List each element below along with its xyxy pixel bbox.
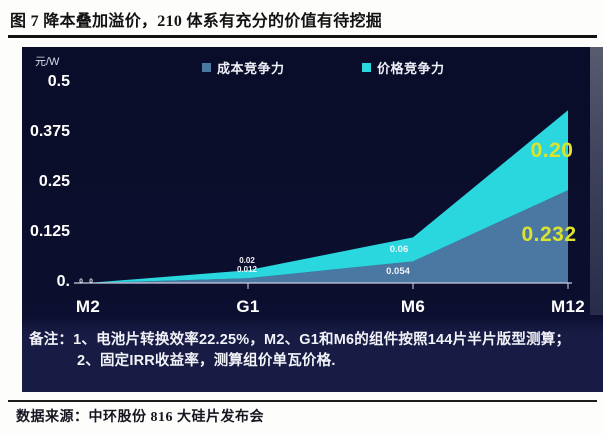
y-tick-label: 0.5: [47, 73, 70, 90]
notes-line-1: 备注：1、电池片转换效率22.25%，M2、G1和M6的组件按照144片半片版型…: [29, 330, 595, 350]
y-tick-label: 0.: [56, 273, 70, 290]
x-tick-label-M2: M2: [75, 297, 101, 316]
y-tick-label: 0.25: [38, 173, 70, 190]
legend-label: 成本竞争力: [217, 61, 285, 76]
notes-block: 备注：1、电池片转换效率22.25%，M2、G1和M6的组件按照144片半片版型…: [29, 330, 595, 371]
legend-label: 价格竞争力: [377, 61, 445, 76]
data-source-note: 数据来源：中环股份 816 大硅片发布会: [16, 410, 264, 425]
area-series-0: [88, 190, 568, 283]
y-tick-label: 0.375: [29, 123, 70, 140]
point-label-M6-series-0: 0.054: [386, 266, 410, 277]
legend-item-1: 价格竞争力: [362, 58, 445, 77]
legend-item-0: 成本竞争力: [202, 58, 285, 77]
notes-prefix: 备注：: [29, 332, 74, 348]
point-label-M2-series-0: 0: [79, 278, 83, 285]
x-tick-label-M6: M6: [400, 297, 426, 316]
x-tick-label-M12: M12: [551, 297, 585, 316]
legend-swatch-icon: [202, 63, 211, 72]
notes-background: [22, 317, 603, 392]
notes-text-1: 1、电池片转换效率22.25%，M2、G1和M6的组件按照144片半片版型测算；: [73, 332, 571, 348]
area-series-1: [88, 110, 568, 283]
title-divider: [8, 35, 597, 38]
point-label-M2-series-1: 0: [89, 278, 93, 285]
y-axis-unit-label: 元/W: [35, 56, 60, 68]
point-label-M12-series-0: 0.232: [521, 223, 577, 246]
legend-swatch-icon: [362, 63, 371, 72]
point-label-M6-series-1: 0.06: [389, 244, 409, 255]
point-label-M12-series-1: 0.20: [530, 139, 574, 162]
chart-panel: 元/W 成本竞争力 价格竞争力 0. 0.125 0.25 0.375 0.5 M2 G1 M…: [22, 47, 603, 392]
notes-line-2: 2、固定IRR收益率，测算组价单瓦价格.: [77, 353, 336, 369]
y-tick-label: 0.125: [29, 223, 70, 240]
x-tick-label-G1: G1: [236, 297, 260, 316]
point-label-G1-series-0: 0.012: [236, 265, 258, 274]
footer-divider: [8, 400, 597, 402]
stacked-area-chart: [74, 110, 572, 289]
panel-right-edge: [590, 47, 603, 315]
point-label-G1-series-1: 0.02: [239, 256, 255, 265]
figure-title: 图 7 降本叠加溢价，210 体系有充分的价值有待挖掘: [10, 13, 383, 30]
